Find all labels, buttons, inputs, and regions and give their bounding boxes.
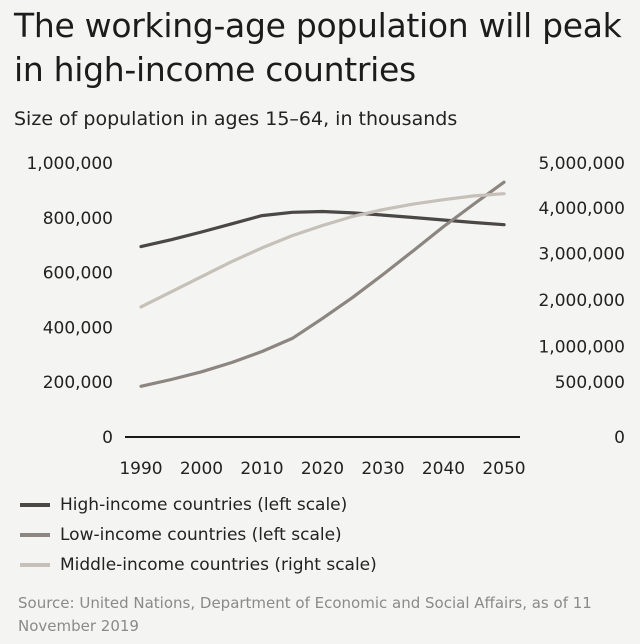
right-tick-label: 0 [614,428,625,448]
chart-subtitle: Size of population in ages 15–64, in tho… [14,108,458,130]
right-tick-label: 3,000,000 [538,244,625,264]
legend-label-low-income: Low-income countries (left scale) [60,525,342,545]
x-tick-label: 2010 [240,459,283,479]
legend-item-high-income: High-income countries (left scale) [20,490,377,520]
left-tick-label: 1,000,000 [26,154,113,174]
right-tick-label: 500,000 [555,373,625,393]
legend-swatch-middle-income [20,563,50,567]
legend-swatch-high-income [20,503,50,507]
legend-label-middle-income: Middle-income countries (right scale) [60,555,377,575]
x-tick-label: 2040 [422,459,465,479]
legend-label-high-income: High-income countries (left scale) [60,495,348,515]
x-axis-ticks: 1990 2000 2010 2020 2030 2040 2050 [119,459,525,479]
right-tick-label: 2,000,000 [538,291,625,311]
series-lines [139,180,506,388]
left-tick-label: 600,000 [43,264,113,284]
right-axis-ticks: 0 500,000 1,000,000 2,000,000 3,000,000 4,000… [538,154,625,448]
x-tick-label: 2030 [361,459,404,479]
legend-swatch-low-income [20,533,50,537]
right-tick-label: 5,000,000 [538,154,625,174]
left-tick-label: 400,000 [43,318,113,338]
left-tick-label: 800,000 [43,209,113,229]
legend-item-low-income: Low-income countries (left scale) [20,520,377,550]
series-line-low-income [139,180,506,388]
left-tick-label: 200,000 [43,373,113,393]
source-note: Source: United Nations, Department of Ec… [18,594,592,635]
x-tick-label: 1990 [119,459,162,479]
legend: High-income countries (left scale) Low-i… [20,490,377,580]
chart-title: The working-age population will peak in … [14,6,622,89]
left-tick-label: 0 [102,428,113,448]
right-tick-label: 4,000,000 [538,199,625,219]
legend-item-middle-income: Middle-income countries (right scale) [20,550,377,580]
series-line-high-income [139,209,506,249]
x-tick-label: 2050 [482,459,525,479]
left-axis-ticks: 0 200,000 400,000 600,000 800,000 1,000,000 [26,154,113,448]
line-chart: 0 200,000 400,000 600,000 800,000 1,000,000 0… [26,154,625,479]
x-tick-label: 2000 [180,459,223,479]
x-tick-label: 2020 [301,459,344,479]
right-tick-label: 1,000,000 [538,338,625,358]
series-line-middle-income [139,192,506,309]
